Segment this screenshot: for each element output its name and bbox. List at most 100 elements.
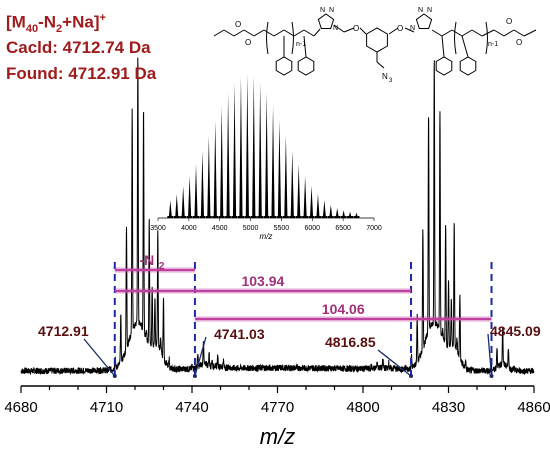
oxygen-label: O bbox=[516, 38, 522, 47]
nitrogen-label: N bbox=[427, 7, 432, 14]
bond bbox=[283, 29, 295, 37]
bond bbox=[441, 35, 445, 58]
inset-peak bbox=[245, 74, 249, 219]
peak-arrow bbox=[83, 338, 116, 377]
inset-spectrum: 3500 4000 4500 5000 5500 6000 6500 7000 m/z bbox=[150, 74, 382, 241]
inset-peak bbox=[322, 200, 326, 218]
repeat-label: n-1 bbox=[296, 41, 306, 48]
x-tick-label: 4710 bbox=[90, 399, 123, 416]
inset-peak bbox=[265, 92, 269, 218]
nitrogen-label: N bbox=[410, 25, 415, 32]
bond bbox=[481, 29, 495, 37]
nitrogen-label: N bbox=[320, 7, 325, 14]
inset-peak bbox=[303, 175, 307, 218]
bond bbox=[404, 27, 415, 33]
inset-peak bbox=[297, 163, 301, 218]
bond bbox=[303, 35, 307, 58]
x-tick-label: 4740 bbox=[175, 399, 208, 416]
inset-tick-label: 7000 bbox=[366, 225, 382, 232]
central-ring bbox=[366, 27, 388, 53]
nitrogen-label: N bbox=[333, 25, 338, 32]
inset-tick-label: 6000 bbox=[304, 225, 320, 232]
bond bbox=[303, 29, 315, 37]
oxygen-label: O bbox=[245, 38, 251, 47]
oxygen-label: O bbox=[353, 24, 359, 33]
bond bbox=[313, 28, 321, 37]
bracket-right bbox=[291, 21, 294, 55]
x-tick-label: 4830 bbox=[432, 399, 465, 416]
inset-peak bbox=[226, 93, 230, 218]
x-tick-label: 4770 bbox=[261, 399, 294, 416]
bond bbox=[333, 24, 345, 33]
inset-peak bbox=[200, 150, 205, 218]
inset-peak bbox=[271, 105, 275, 218]
bond bbox=[293, 29, 305, 37]
oxygen-label: O bbox=[506, 17, 512, 26]
peak-label: 4816.85 bbox=[325, 334, 376, 350]
bond bbox=[493, 29, 505, 37]
inset-tick-label: 4000 bbox=[181, 225, 197, 232]
bond bbox=[273, 29, 285, 37]
bond bbox=[359, 27, 367, 35]
peak-arrow-head bbox=[409, 374, 414, 378]
inset-peak bbox=[277, 120, 282, 218]
oxygen-label: O bbox=[397, 24, 403, 33]
bond bbox=[213, 29, 225, 37]
bond bbox=[503, 29, 515, 37]
inset-peak bbox=[175, 194, 179, 218]
nitrogen-label: N bbox=[418, 7, 423, 14]
bracket-right bbox=[485, 21, 488, 55]
peak-arrow-head bbox=[192, 374, 197, 378]
nitrogen-label: N bbox=[329, 7, 334, 14]
inset-peak bbox=[284, 135, 288, 218]
x-axis: 4680 4710 4740 4770 4800 4830 4860 m/z bbox=[4, 385, 550, 449]
inset-peak bbox=[213, 120, 217, 218]
inset-peak bbox=[252, 76, 256, 218]
bond bbox=[223, 29, 235, 37]
ion-formula: [M40-N2+Na]+ bbox=[6, 12, 106, 36]
bracket-left bbox=[266, 21, 269, 55]
bond bbox=[523, 29, 537, 37]
x-tick-label: 4860 bbox=[517, 399, 550, 416]
bond bbox=[343, 27, 355, 33]
chemical-structure: OO n-1N NN ON 3ON NNn-1OO bbox=[213, 7, 537, 84]
inset-tick-label: 5000 bbox=[243, 225, 259, 232]
bond bbox=[263, 29, 275, 37]
bond bbox=[431, 29, 443, 37]
inset-peak bbox=[316, 193, 320, 218]
inset-peak bbox=[187, 176, 192, 218]
phenyl-ring bbox=[297, 56, 315, 76]
difference-label: 103.94 bbox=[241, 273, 284, 289]
bond bbox=[461, 35, 469, 58]
peak-arrow bbox=[487, 333, 493, 377]
peak-label: 4741.03 bbox=[214, 326, 265, 342]
inset-peak bbox=[207, 135, 211, 218]
bond bbox=[513, 29, 525, 37]
triazole-ring bbox=[317, 13, 335, 29]
bond bbox=[388, 27, 399, 35]
peak-arrow bbox=[377, 349, 412, 377]
triazole-ring bbox=[415, 13, 433, 29]
peak-arrow-head bbox=[489, 374, 494, 378]
azide-sub: 3 bbox=[389, 78, 393, 84]
peak-label: 4712.91 bbox=[38, 323, 89, 339]
bond bbox=[253, 29, 265, 37]
inset-peak bbox=[220, 106, 224, 218]
phenyl-ring bbox=[459, 56, 477, 76]
bond bbox=[376, 61, 385, 69]
repeat-label: n-1 bbox=[488, 41, 498, 48]
difference-label: -N bbox=[139, 252, 154, 268]
peak-arrow bbox=[194, 336, 207, 377]
inset-peak bbox=[239, 76, 243, 218]
inset-peak bbox=[329, 204, 333, 218]
inset-peak bbox=[258, 82, 262, 219]
inset-peak bbox=[232, 82, 237, 218]
oxygen-label: O bbox=[235, 20, 241, 29]
spectrum-trace bbox=[20, 57, 535, 376]
inset-peak bbox=[335, 207, 339, 218]
phenyl-ring bbox=[275, 56, 293, 76]
x-tick-label: 4800 bbox=[346, 399, 379, 416]
annotations: -N 2 103.94 104.06 4712.91 4741.03 4816.85 4845… bbox=[38, 252, 541, 380]
